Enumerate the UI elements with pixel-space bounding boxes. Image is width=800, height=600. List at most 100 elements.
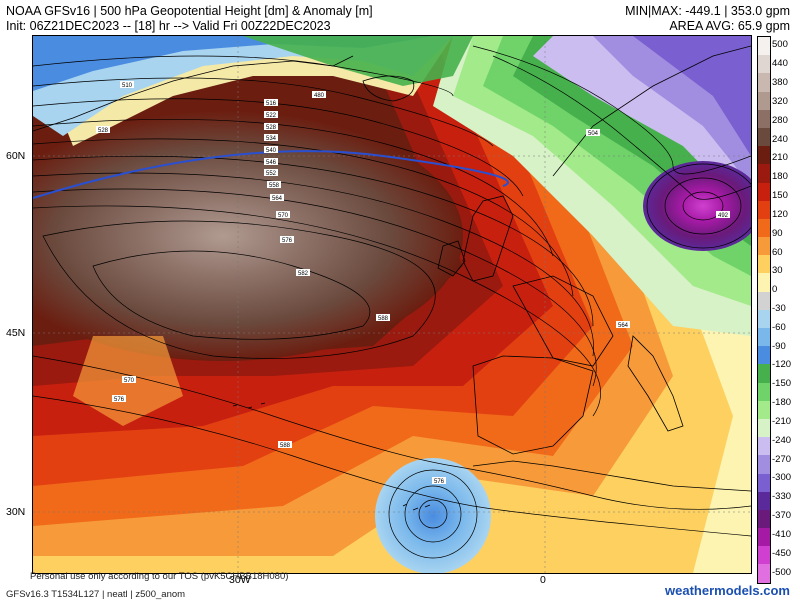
contour-label: 576	[114, 397, 125, 403]
lon-label-30w: 30W	[229, 574, 251, 586]
italy-coast	[627, 335, 684, 432]
colorbar-swatch	[758, 91, 770, 110]
map-panel: 516 522 528 534 540 546 552 558 564 570 576 582 588 5…	[32, 35, 752, 574]
site-credit[interactable]: weathermodels.com	[665, 583, 790, 598]
colorbar-label: 150	[772, 190, 788, 202]
colorbar-swatch	[758, 546, 770, 565]
colorbar-swatch	[758, 127, 770, 147]
colorbar-swatch	[758, 509, 770, 529]
colorbar-swatch	[758, 37, 770, 56]
contour-label: 528	[98, 128, 109, 134]
blue-reference-contour	[33, 150, 509, 199]
lon-label-0: 0	[540, 574, 546, 586]
contour-label-bg	[267, 181, 281, 188]
colorbar-swatch	[758, 382, 770, 401]
contour-label: 546	[266, 160, 277, 166]
colorbar-swatch	[758, 455, 770, 474]
lat-label-30n: 30N	[6, 506, 26, 518]
contour-label: 564	[618, 323, 629, 329]
colorbar-labels: 500 440 380 320 280 240 210 180 150 120 90 60 30 0 -30…	[772, 36, 800, 582]
contour-label: 534	[266, 136, 277, 142]
contour-label-bg	[276, 211, 290, 218]
colorbar-swatch	[758, 255, 770, 274]
colorbar-swatch	[758, 200, 770, 219]
colorbar-swatch	[758, 400, 770, 419]
colorbar-label: -180	[772, 397, 792, 409]
contour-label: 570	[278, 213, 289, 219]
contour-label: 504	[588, 131, 599, 137]
british-isles-coast	[462, 195, 514, 282]
iceland-coast	[362, 75, 415, 102]
contour-label-layer: 516 522 528 534 540 546 552 558 564 570 576 582 588 5…	[96, 81, 730, 485]
contour-label-bg	[270, 194, 284, 201]
contour-label-bg	[376, 314, 390, 321]
colorbar-swatch	[758, 328, 770, 347]
scandinavia-coast	[552, 45, 751, 177]
colorbar-label: 120	[772, 208, 788, 220]
colorbar-label: 380	[772, 77, 788, 89]
minmax-readout: MIN|MAX: -449.1 | 353.0 gpm	[625, 4, 790, 18]
contour-label-bg	[264, 158, 278, 165]
contour-label-bg	[264, 123, 278, 130]
colorbar-label: 180	[772, 171, 788, 183]
contour-label: 492	[718, 213, 729, 219]
colorbar-swatch	[758, 146, 770, 165]
contour-label-bg	[264, 146, 278, 153]
contour-label: 480	[314, 93, 325, 99]
contour-label: 522	[266, 113, 277, 119]
colorbar-swatch	[758, 273, 770, 292]
ireland-coast	[437, 240, 466, 277]
anomaly-fill-layer	[33, 36, 751, 573]
colorbar-label: -370	[772, 510, 792, 522]
contour-label: 564	[272, 196, 283, 202]
colorbar-label: -450	[772, 547, 792, 559]
contour-label-bg	[120, 81, 134, 88]
contour-label: 558	[269, 183, 280, 189]
contour-label-bg	[616, 321, 630, 328]
contour-label: 576	[282, 238, 293, 244]
contour-label-bg	[264, 169, 278, 176]
model-info: GFSv16.3 T1534L127 | neatl | z500_anom	[6, 589, 186, 600]
colorbar-swatch	[758, 109, 770, 128]
colorbar-swatch	[758, 309, 770, 328]
contour-label: 582	[298, 271, 309, 277]
contour-label-bg	[264, 99, 278, 106]
contour-label: 576	[434, 479, 445, 485]
colorbar-swatch	[758, 237, 770, 256]
colorbar-label: 90	[772, 227, 783, 239]
coastline-layer	[33, 45, 751, 511]
map-subtitle: Init: 06Z21DEC2023 -- [18] hr --> Valid …	[6, 19, 331, 33]
colorbar-label: -410	[772, 528, 792, 540]
canary-islands	[402, 503, 431, 511]
contour-label: 588	[378, 316, 389, 322]
colorbar-label: 30	[772, 265, 783, 277]
colorbar-label: 0	[772, 284, 778, 296]
area-average-readout: AREA AVG: 65.9 gpm	[669, 19, 790, 33]
colorbar-swatch	[758, 291, 770, 310]
colorbar-swatch	[758, 164, 770, 183]
contour-label-bg	[112, 395, 126, 402]
map-title: NOAA GFSv16 | 500 hPa Geopotential Heigh…	[6, 4, 373, 18]
contour-label: 510	[122, 83, 133, 89]
lat-label-60n: 60N	[6, 150, 26, 162]
colorbar-swatch	[758, 473, 770, 492]
contour-label: 528	[266, 125, 277, 131]
contour-label-bg	[280, 236, 294, 243]
north-africa-coast	[472, 460, 751, 492]
colorbar-label: -120	[772, 359, 792, 371]
colorbar-label: 60	[772, 246, 783, 258]
colorbar-label: -210	[772, 415, 792, 427]
colorbar-label: -150	[772, 378, 792, 390]
contour-label-bg	[586, 129, 600, 136]
colorbar-label: -330	[772, 491, 792, 503]
height-contour-layer	[33, 45, 751, 559]
colorbar-label: 240	[772, 133, 788, 145]
colorbar-swatch	[758, 364, 770, 383]
lat-label-45n: 45N	[6, 327, 26, 339]
colorbar-swatch	[758, 346, 770, 365]
contour-label: 540	[266, 148, 277, 154]
contour-label-bg	[278, 441, 292, 448]
colorbar-swatch	[758, 528, 770, 547]
tos-disclaimer: Personal use only according to our TOS (…	[30, 571, 289, 582]
contour-label-bg	[312, 91, 326, 98]
